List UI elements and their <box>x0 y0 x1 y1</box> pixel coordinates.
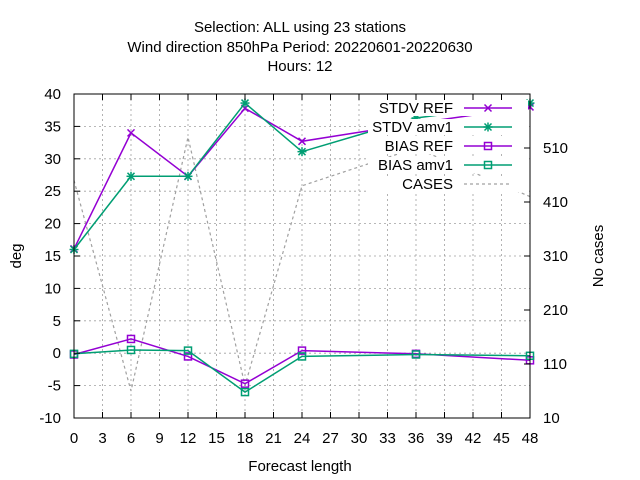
data-point <box>411 350 421 359</box>
data-point <box>126 171 136 181</box>
chart-title-line-1: Selection: ALL using 23 stations <box>194 19 406 36</box>
y-tick-label: 30 <box>44 151 61 168</box>
y2-tick-label: 110 <box>543 356 567 373</box>
x-tick-label: 12 <box>180 430 197 447</box>
legend-marker <box>483 122 493 132</box>
x-tick-label: 6 <box>127 430 135 447</box>
y-tick-label: 25 <box>44 183 61 200</box>
legend-label: CASES <box>402 176 453 193</box>
data-point <box>126 128 136 137</box>
legend-label: STDV amv1 <box>372 119 453 136</box>
legend-marker <box>483 103 493 113</box>
legend-marker <box>483 160 493 170</box>
y-tick-label: 15 <box>44 248 61 265</box>
y2-tick-label: 410 <box>543 194 568 211</box>
y-tick-label: 20 <box>44 216 61 233</box>
y-axis-label: deg <box>8 243 25 268</box>
legend-entry-bg <box>368 176 528 192</box>
x-tick-label: 42 <box>465 430 482 447</box>
legend-entry-bg <box>368 100 528 116</box>
series-line-cases <box>73 137 531 392</box>
axis-ticks: 0 3 6 9 12 15 18 21 24 27 30 33 36 39 42 45 48-10-505101… <box>39 86 568 447</box>
x-tick-label: 9 <box>155 430 163 447</box>
x-tick-label: 24 <box>294 430 311 447</box>
data-point <box>297 352 307 361</box>
cases-series <box>73 137 531 392</box>
data-point <box>297 346 307 355</box>
y-tick-label: 40 <box>44 86 61 103</box>
chart-title-line-2: Wind direction 850hPa Period: 20220601-2… <box>127 39 472 56</box>
y2-tick-label: 310 <box>543 248 568 265</box>
y2-tick-label: 10 <box>543 410 560 427</box>
data-point <box>183 352 193 361</box>
legend-marker <box>483 141 493 151</box>
data-point <box>240 98 250 108</box>
grid <box>74 94 530 418</box>
x-tick-label: 27 <box>322 430 339 447</box>
data-point <box>297 137 307 146</box>
x-tick-label: 45 <box>493 430 510 447</box>
data-point <box>297 147 307 157</box>
y-tick-label: -10 <box>39 410 61 427</box>
x-tick-label: 48 <box>522 430 539 447</box>
y2-axis-label: No cases <box>590 225 607 288</box>
chart-title-line-3: Hours: 12 <box>267 58 332 75</box>
data-point <box>126 334 136 344</box>
x-tick-label: 15 <box>208 430 225 447</box>
y2-tick-label: 210 <box>543 302 568 319</box>
legend-label: STDV REF <box>379 100 453 117</box>
x-tick-label: 33 <box>379 430 396 447</box>
data-point <box>240 387 250 397</box>
x-tick-label: 18 <box>237 430 254 447</box>
legend-label: BIAS amv1 <box>378 157 453 174</box>
x-tick-label: 3 <box>98 430 106 447</box>
legend-label: BIAS REF <box>385 138 453 155</box>
x-tick-label: 36 <box>408 430 425 447</box>
x-tick-label: 30 <box>351 430 368 447</box>
series-line-bias-amv1 <box>73 349 531 394</box>
y-tick-label: 10 <box>44 280 61 297</box>
data-point <box>183 171 193 181</box>
data-point <box>240 379 250 388</box>
legend: STDV REF STDV amv1 BIAS REF BIAS amv1 CASES <box>368 100 528 193</box>
x-tick-label: 21 <box>265 430 282 447</box>
y-tick-label: 5 <box>53 313 61 330</box>
y-tick-label: 0 <box>53 345 61 362</box>
y2-tick-label: 510 <box>543 140 568 157</box>
x-axis-label: Forecast length <box>248 458 351 475</box>
x-tick-label: 0 <box>70 430 78 447</box>
y-tick-label: 35 <box>44 118 61 135</box>
data-point <box>126 345 136 355</box>
x-tick-label: 39 <box>436 430 453 447</box>
y-tick-label: -5 <box>48 378 61 395</box>
data-point <box>183 346 193 355</box>
